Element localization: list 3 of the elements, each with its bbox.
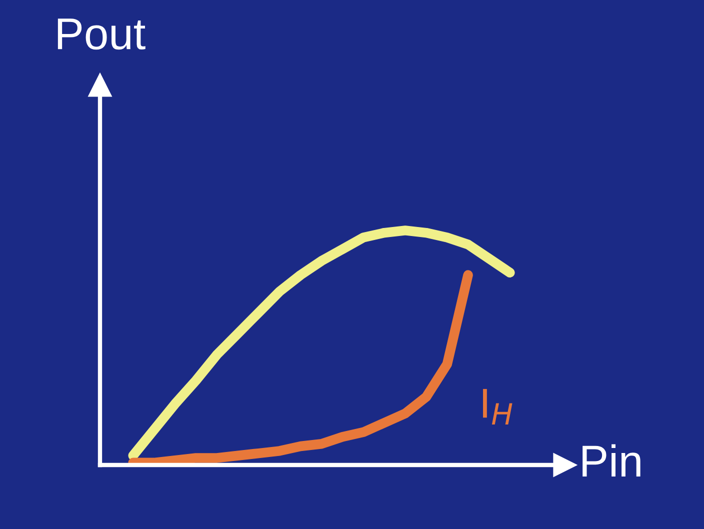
- x-axis-title: Pin: [582, 444, 640, 476]
- y-axis-title: Pout: [58, 18, 146, 50]
- series-label: I$_{H}$: [483, 388, 512, 424]
